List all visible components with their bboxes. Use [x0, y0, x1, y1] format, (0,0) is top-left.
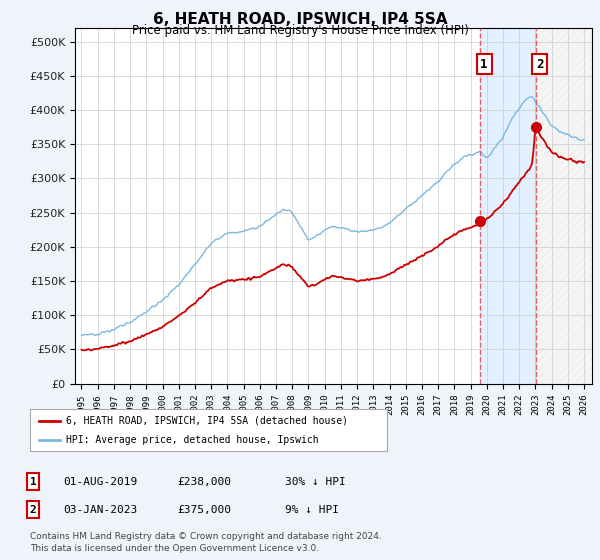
- Text: 01-AUG-2019: 01-AUG-2019: [63, 477, 137, 487]
- Text: 30% ↓ HPI: 30% ↓ HPI: [285, 477, 346, 487]
- Text: 6, HEATH ROAD, IPSWICH, IP4 5SA: 6, HEATH ROAD, IPSWICH, IP4 5SA: [153, 12, 447, 27]
- Text: 2: 2: [29, 505, 37, 515]
- Text: 2: 2: [536, 58, 544, 71]
- Text: 1: 1: [29, 477, 37, 487]
- Text: 1: 1: [481, 58, 488, 71]
- Text: Price paid vs. HM Land Registry's House Price Index (HPI): Price paid vs. HM Land Registry's House …: [131, 24, 469, 36]
- Text: Contains HM Land Registry data © Crown copyright and database right 2024.
This d: Contains HM Land Registry data © Crown c…: [30, 533, 382, 553]
- Text: £238,000: £238,000: [177, 477, 231, 487]
- Text: 03-JAN-2023: 03-JAN-2023: [63, 505, 137, 515]
- Bar: [536, 28, 592, 384]
- Text: 6, HEATH ROAD, IPSWICH, IP4 5SA (detached house): 6, HEATH ROAD, IPSWICH, IP4 5SA (detache…: [66, 416, 348, 426]
- Bar: [480, 28, 536, 384]
- Text: £375,000: £375,000: [177, 505, 231, 515]
- Text: HPI: Average price, detached house, Ipswich: HPI: Average price, detached house, Ipsw…: [66, 435, 319, 445]
- Text: 9% ↓ HPI: 9% ↓ HPI: [285, 505, 339, 515]
